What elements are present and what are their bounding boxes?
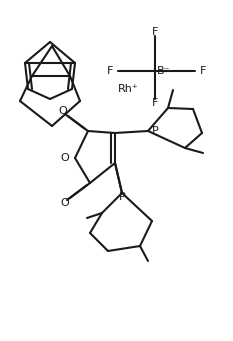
Text: P: P xyxy=(152,126,159,136)
Text: O: O xyxy=(60,153,69,163)
Text: F: F xyxy=(200,66,206,76)
Text: Rh⁺: Rh⁺ xyxy=(118,84,139,94)
Text: O: O xyxy=(59,106,67,116)
Text: B⁻: B⁻ xyxy=(157,66,171,76)
Text: F: F xyxy=(152,98,158,108)
Text: O: O xyxy=(61,198,69,208)
Text: F: F xyxy=(152,27,158,37)
Text: F: F xyxy=(107,66,113,76)
Text: P: P xyxy=(119,192,125,202)
